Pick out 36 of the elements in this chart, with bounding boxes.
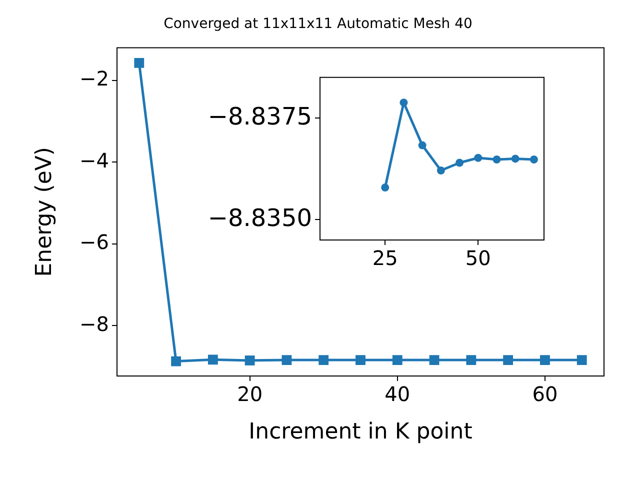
point xyxy=(381,184,390,192)
point xyxy=(208,354,218,365)
point xyxy=(392,355,402,366)
x-tick-label: 25 xyxy=(372,246,398,270)
y-tick-label: −8.8375 xyxy=(208,102,312,130)
point xyxy=(134,58,144,68)
y-tick-label: −4 xyxy=(80,148,109,172)
chart-title: Converged at 11x11x11 Automatic Mesh 40 xyxy=(164,16,472,32)
y-tick-label: −8 xyxy=(80,312,109,336)
x-tick-label: 50 xyxy=(465,246,491,270)
point xyxy=(356,355,366,366)
point xyxy=(400,98,408,107)
point xyxy=(466,355,476,366)
point xyxy=(474,154,482,162)
y-tick-label: −8.8350 xyxy=(208,204,312,232)
point xyxy=(530,156,538,164)
point xyxy=(282,355,292,366)
point xyxy=(492,156,501,164)
point xyxy=(318,355,329,366)
y-axis-title: Energy (eV) xyxy=(32,147,57,277)
x-axis-title: Increment in K point xyxy=(248,420,473,445)
x-tick-label: 40 xyxy=(384,382,410,406)
point xyxy=(429,355,440,366)
point xyxy=(540,355,550,366)
y-tick-label: −6 xyxy=(80,230,109,254)
point xyxy=(511,154,520,163)
x-tick-label: 20 xyxy=(237,382,263,406)
x-tick-label: 60 xyxy=(532,382,558,406)
point xyxy=(503,355,514,366)
point xyxy=(456,158,464,167)
point xyxy=(436,166,445,174)
point xyxy=(418,141,426,150)
y-tick-label: −2 xyxy=(80,66,109,91)
point xyxy=(576,355,587,366)
point xyxy=(171,356,181,366)
point xyxy=(244,356,255,366)
